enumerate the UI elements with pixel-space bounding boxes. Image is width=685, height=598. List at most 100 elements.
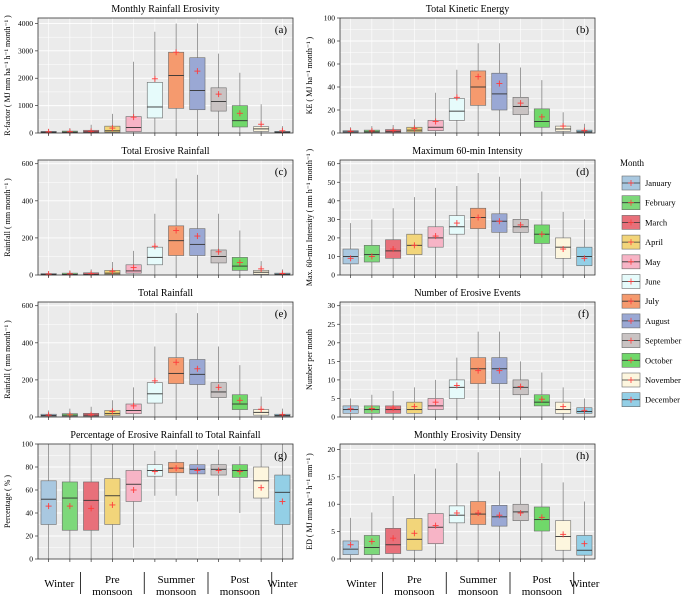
box-may — [125, 387, 142, 417]
season-label: Winter — [267, 578, 297, 590]
legend-item-december: December — [621, 392, 680, 408]
ytick-label: 50 — [328, 178, 336, 187]
box-mar — [385, 208, 402, 275]
box-iqr — [491, 72, 508, 111]
box-dec — [576, 219, 593, 275]
box-may — [427, 468, 444, 559]
box-dec — [576, 501, 593, 559]
plot-background — [38, 18, 293, 133]
box-may — [125, 61, 142, 133]
box-jun — [146, 450, 163, 496]
plot-frame — [37, 443, 294, 560]
box-jul — [470, 43, 487, 133]
legend-item-may: May — [621, 254, 661, 270]
legend-label: March — [645, 217, 668, 227]
ylabel: KE ( MJ ha⁻¹ month⁻¹ ) — [305, 36, 314, 114]
box-aug — [189, 23, 206, 133]
box-jan — [342, 517, 359, 559]
ytick-label: 0 — [29, 555, 33, 564]
box-jan — [40, 410, 57, 419]
ytick-label: 20 — [26, 532, 34, 541]
season-labels: Winter PremonsoonSummermonsoonPostmonsoon… — [44, 572, 600, 598]
panel-title: Total Erosive Rainfall — [121, 146, 209, 157]
ytick-label: 15 — [328, 357, 336, 366]
box-nov — [253, 261, 270, 275]
ylabel: Percentage ( % ) — [3, 475, 12, 528]
season-sublabel: monsoon — [394, 586, 435, 598]
season-sublabel: monsoon — [92, 586, 133, 598]
box-sep — [210, 213, 227, 275]
box-jul — [168, 178, 185, 275]
ytick-label: 0 — [331, 271, 335, 280]
box-nov — [555, 112, 572, 133]
ytick-label: 80 — [328, 37, 336, 46]
box-may — [125, 444, 142, 548]
panel-title: Percentage of Erosive Rainfall to Total … — [70, 430, 260, 441]
box-jan — [342, 223, 359, 275]
legend-label: January — [645, 178, 672, 188]
box-nov — [253, 444, 270, 559]
box-iqr — [104, 478, 121, 525]
plot-background — [38, 302, 293, 417]
box-may — [427, 187, 444, 275]
box-apr — [104, 444, 121, 559]
panel-title: Number of Erosive Events — [414, 288, 520, 299]
season-sublabel: monsoon — [156, 586, 197, 598]
box-dec — [274, 444, 291, 559]
ylabel: R-factor ( MJ mm ha⁻¹ h⁻¹ month⁻¹ ) — [3, 15, 12, 136]
ytick-label: 5 — [331, 527, 335, 536]
ytick-label: 40 — [328, 83, 336, 92]
box-sep — [512, 67, 529, 133]
panel-letter: (h) — [576, 450, 589, 462]
panel-f: 0 5 10 15 20 25 30 Number of Erosive Events (f) N… — [305, 288, 596, 422]
legend-item-january: January — [621, 175, 672, 191]
plot-frame — [37, 301, 294, 418]
ytick-label: 100 — [324, 14, 336, 23]
box-iqr — [146, 382, 163, 404]
box-nov — [555, 482, 572, 559]
ytick-label: 15 — [328, 472, 336, 481]
panel-letter: (f) — [578, 308, 589, 320]
ytick-label: 0 — [29, 271, 33, 280]
panel-letter: (a) — [275, 24, 288, 36]
box-iqr — [427, 513, 444, 544]
box-jul — [168, 449, 185, 496]
box-may — [427, 379, 444, 417]
box-oct — [533, 80, 550, 133]
ytick-label: 600 — [22, 301, 34, 310]
ylabel: ED ( MJ mm ha⁻¹ h⁻¹ mm⁻¹ ) — [305, 453, 314, 550]
plot-background — [38, 160, 293, 275]
ytick-label: 60 — [328, 60, 336, 69]
panel-d: 0 10 20 30 40 50 60 Maximum 60-min Intensity (d)… — [305, 146, 596, 287]
box-jul — [470, 452, 487, 559]
plot-frame — [339, 159, 596, 276]
box-iqr — [189, 359, 206, 385]
ytick-label: 20 — [328, 106, 336, 115]
box-iqr — [448, 98, 465, 121]
season-column-1: Winter PremonsoonSummermonsoonPostmonsoon… — [346, 572, 600, 598]
panel-h: 0 5 10 15 20 Monthly Erosivity Density (h) ED (… — [305, 430, 596, 564]
ytick-label: 5 — [331, 394, 335, 403]
box-iqr — [146, 82, 163, 119]
ylabel: Max. 60-min Intensity ( mm h⁻¹ month⁻¹ ) — [305, 149, 314, 287]
box-apr — [104, 400, 121, 417]
ytick-label: 40 — [328, 196, 336, 205]
panel-letter: (d) — [576, 166, 589, 178]
box-apr — [406, 387, 423, 417]
box-sep — [210, 449, 227, 496]
legend-item-march: March — [621, 215, 668, 230]
box-sep — [512, 178, 529, 275]
legend-item-february: February — [621, 195, 676, 210]
season-sublabel: monsoon — [522, 586, 563, 598]
box-aug — [491, 331, 508, 417]
panel-e: 0 200 400 600 Total Rainfall (e) Rainfall ( mm… — [3, 288, 294, 422]
ylabel: Rainfall ( mm month⁻¹ ) — [3, 320, 12, 399]
panel-c: 0 200 400 600 Total Erosive Rainfall (c) Rainf… — [3, 146, 294, 280]
legend-label: June — [645, 277, 661, 287]
box-feb — [363, 394, 380, 417]
box-dec — [274, 269, 291, 277]
box-jun — [448, 357, 465, 417]
box-apr — [406, 474, 423, 559]
panel-title: Total Kinetic Energy — [426, 4, 510, 15]
